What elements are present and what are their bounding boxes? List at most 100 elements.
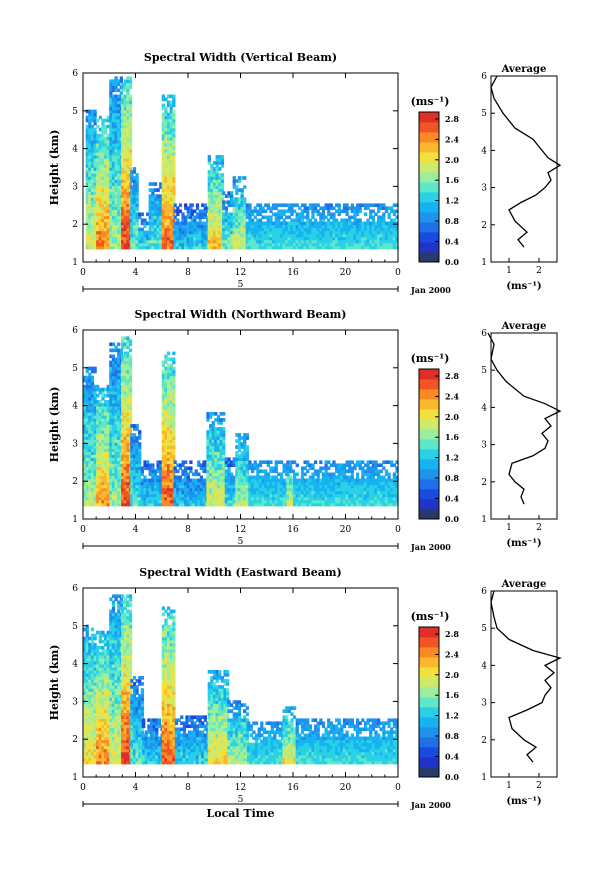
heatmap-cell	[109, 239, 113, 244]
heatmap-cell	[337, 212, 341, 217]
heatmap-cell	[181, 478, 185, 483]
heatmap-cell	[216, 415, 221, 419]
heatmap-cell	[106, 393, 110, 398]
heatmap-cell	[184, 218, 188, 223]
heatmap-cell	[327, 221, 331, 226]
heatmap-cell	[88, 448, 92, 452]
heatmap-cell	[114, 433, 118, 437]
heatmap-cell	[106, 405, 110, 410]
heatmap-cell	[329, 502, 333, 507]
heatmap-cell	[274, 230, 278, 235]
heatmap-cell	[151, 194, 155, 198]
heatmap-cell	[356, 221, 360, 226]
heatmap-cell	[329, 227, 333, 232]
heatmap-cell	[123, 460, 127, 465]
colorbar-swatch	[419, 182, 439, 193]
heatmap-cell	[324, 230, 328, 235]
heatmap-cell	[215, 206, 219, 211]
heatmap-cell	[237, 200, 242, 205]
heatmap-cell	[151, 245, 155, 250]
heatmap-cell	[83, 496, 87, 501]
heatmap-cell	[222, 224, 226, 229]
heatmap-cell	[222, 215, 226, 220]
heatmap-cell	[117, 378, 121, 383]
heatmap-cell	[369, 209, 373, 214]
heatmap-cell	[109, 369, 113, 374]
heatmap-cell	[101, 197, 105, 201]
heatmap-cell	[256, 221, 260, 226]
heatmap-cell	[106, 218, 110, 223]
heatmap-cell	[109, 399, 113, 404]
heatmap-cell	[253, 463, 257, 468]
heatmap-cell	[123, 481, 127, 486]
heatmap-cell	[230, 203, 234, 208]
heatmap-cell	[361, 239, 365, 244]
heatmap-cell	[126, 339, 130, 344]
heatmap-cell	[211, 412, 215, 416]
heatmap-cell	[253, 206, 257, 211]
heatmap-cell	[340, 209, 344, 214]
heatmap-cell	[293, 499, 297, 504]
heatmap-cell	[245, 478, 249, 483]
heatmap-cell	[382, 236, 386, 241]
heatmap-cell	[156, 469, 160, 474]
heatmap-cell	[206, 439, 210, 443]
heatmap-cell	[164, 463, 168, 468]
heatmap-cell	[164, 106, 168, 111]
heatmap-cell	[121, 412, 125, 416]
heatmap-cell	[169, 460, 173, 465]
heatmap-cell	[311, 206, 315, 211]
heatmap-cell	[83, 469, 87, 474]
heatmap-cell	[248, 233, 252, 238]
heatmap-cell	[379, 245, 383, 250]
heatmap-cell	[148, 466, 152, 471]
heatmap-cell	[88, 387, 92, 392]
heatmap-cell	[212, 203, 217, 208]
heatmap-cell	[132, 472, 137, 477]
heatmap-cell	[93, 170, 97, 174]
heatmap-cell	[290, 233, 294, 238]
heatmap-cell	[332, 212, 336, 217]
heatmap-cell	[126, 164, 130, 168]
heatmap-cell	[237, 499, 242, 504]
heatmap-cell	[85, 130, 89, 135]
heatmap-cell	[300, 493, 305, 498]
heatmap-cell	[123, 499, 127, 504]
heatmap-cell	[111, 218, 116, 223]
heatmap-cell	[85, 421, 89, 425]
heatmap-cell	[332, 236, 336, 241]
heatmap-cell	[215, 236, 219, 241]
heatmap-cell	[93, 475, 97, 480]
heatmap-cell	[90, 451, 95, 455]
heatmap-cell	[387, 227, 391, 232]
heatmap-cell	[258, 206, 263, 211]
heatmap-cell	[230, 239, 234, 244]
heatmap-cell	[206, 499, 210, 504]
heatmap-cell	[319, 469, 323, 474]
heatmap-cell	[148, 188, 152, 192]
heatmap-cell	[272, 499, 276, 504]
heatmap-cell	[104, 493, 108, 498]
heatmap-cell	[220, 182, 225, 186]
heatmap-cell	[106, 475, 110, 480]
heatmap-cell	[130, 218, 134, 223]
heatmap-cell	[156, 490, 160, 495]
heatmap-cell	[104, 197, 108, 201]
heatmap-cell	[123, 366, 127, 371]
heatmap-cell	[279, 230, 284, 235]
heatmap-cell	[222, 493, 226, 498]
heatmap-cell	[207, 239, 211, 244]
heatmap-cell	[371, 218, 375, 223]
heatmap-cell	[164, 188, 168, 192]
heatmap-cell	[191, 481, 196, 486]
heatmap-cell	[90, 185, 95, 189]
heatmap-cell	[256, 236, 260, 241]
heatmap-cell	[256, 242, 260, 247]
heatmap-cell	[184, 224, 188, 229]
heatmap-cell	[227, 484, 231, 489]
heatmap-cell	[169, 502, 173, 507]
heatmap-cell	[230, 484, 234, 489]
heatmap-cell	[235, 239, 239, 244]
colorbar-swatch	[419, 212, 439, 223]
heatmap-cell	[121, 433, 125, 437]
